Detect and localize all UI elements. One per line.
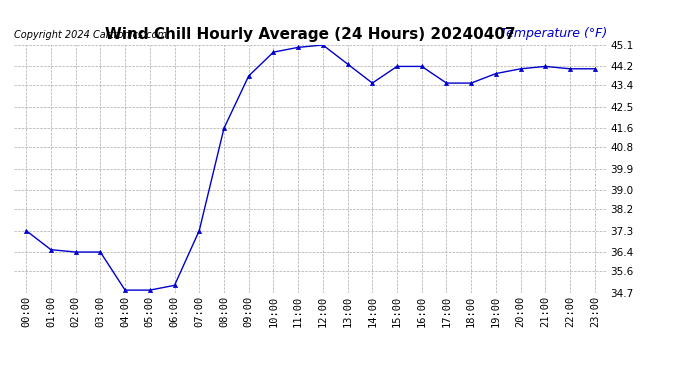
Text: Copyright 2024 Cartronics.com: Copyright 2024 Cartronics.com bbox=[14, 30, 167, 40]
Title: Wind Chill Hourly Average (24 Hours) 20240407: Wind Chill Hourly Average (24 Hours) 202… bbox=[105, 27, 516, 42]
Text: Temperature (°F): Temperature (°F) bbox=[500, 27, 607, 40]
